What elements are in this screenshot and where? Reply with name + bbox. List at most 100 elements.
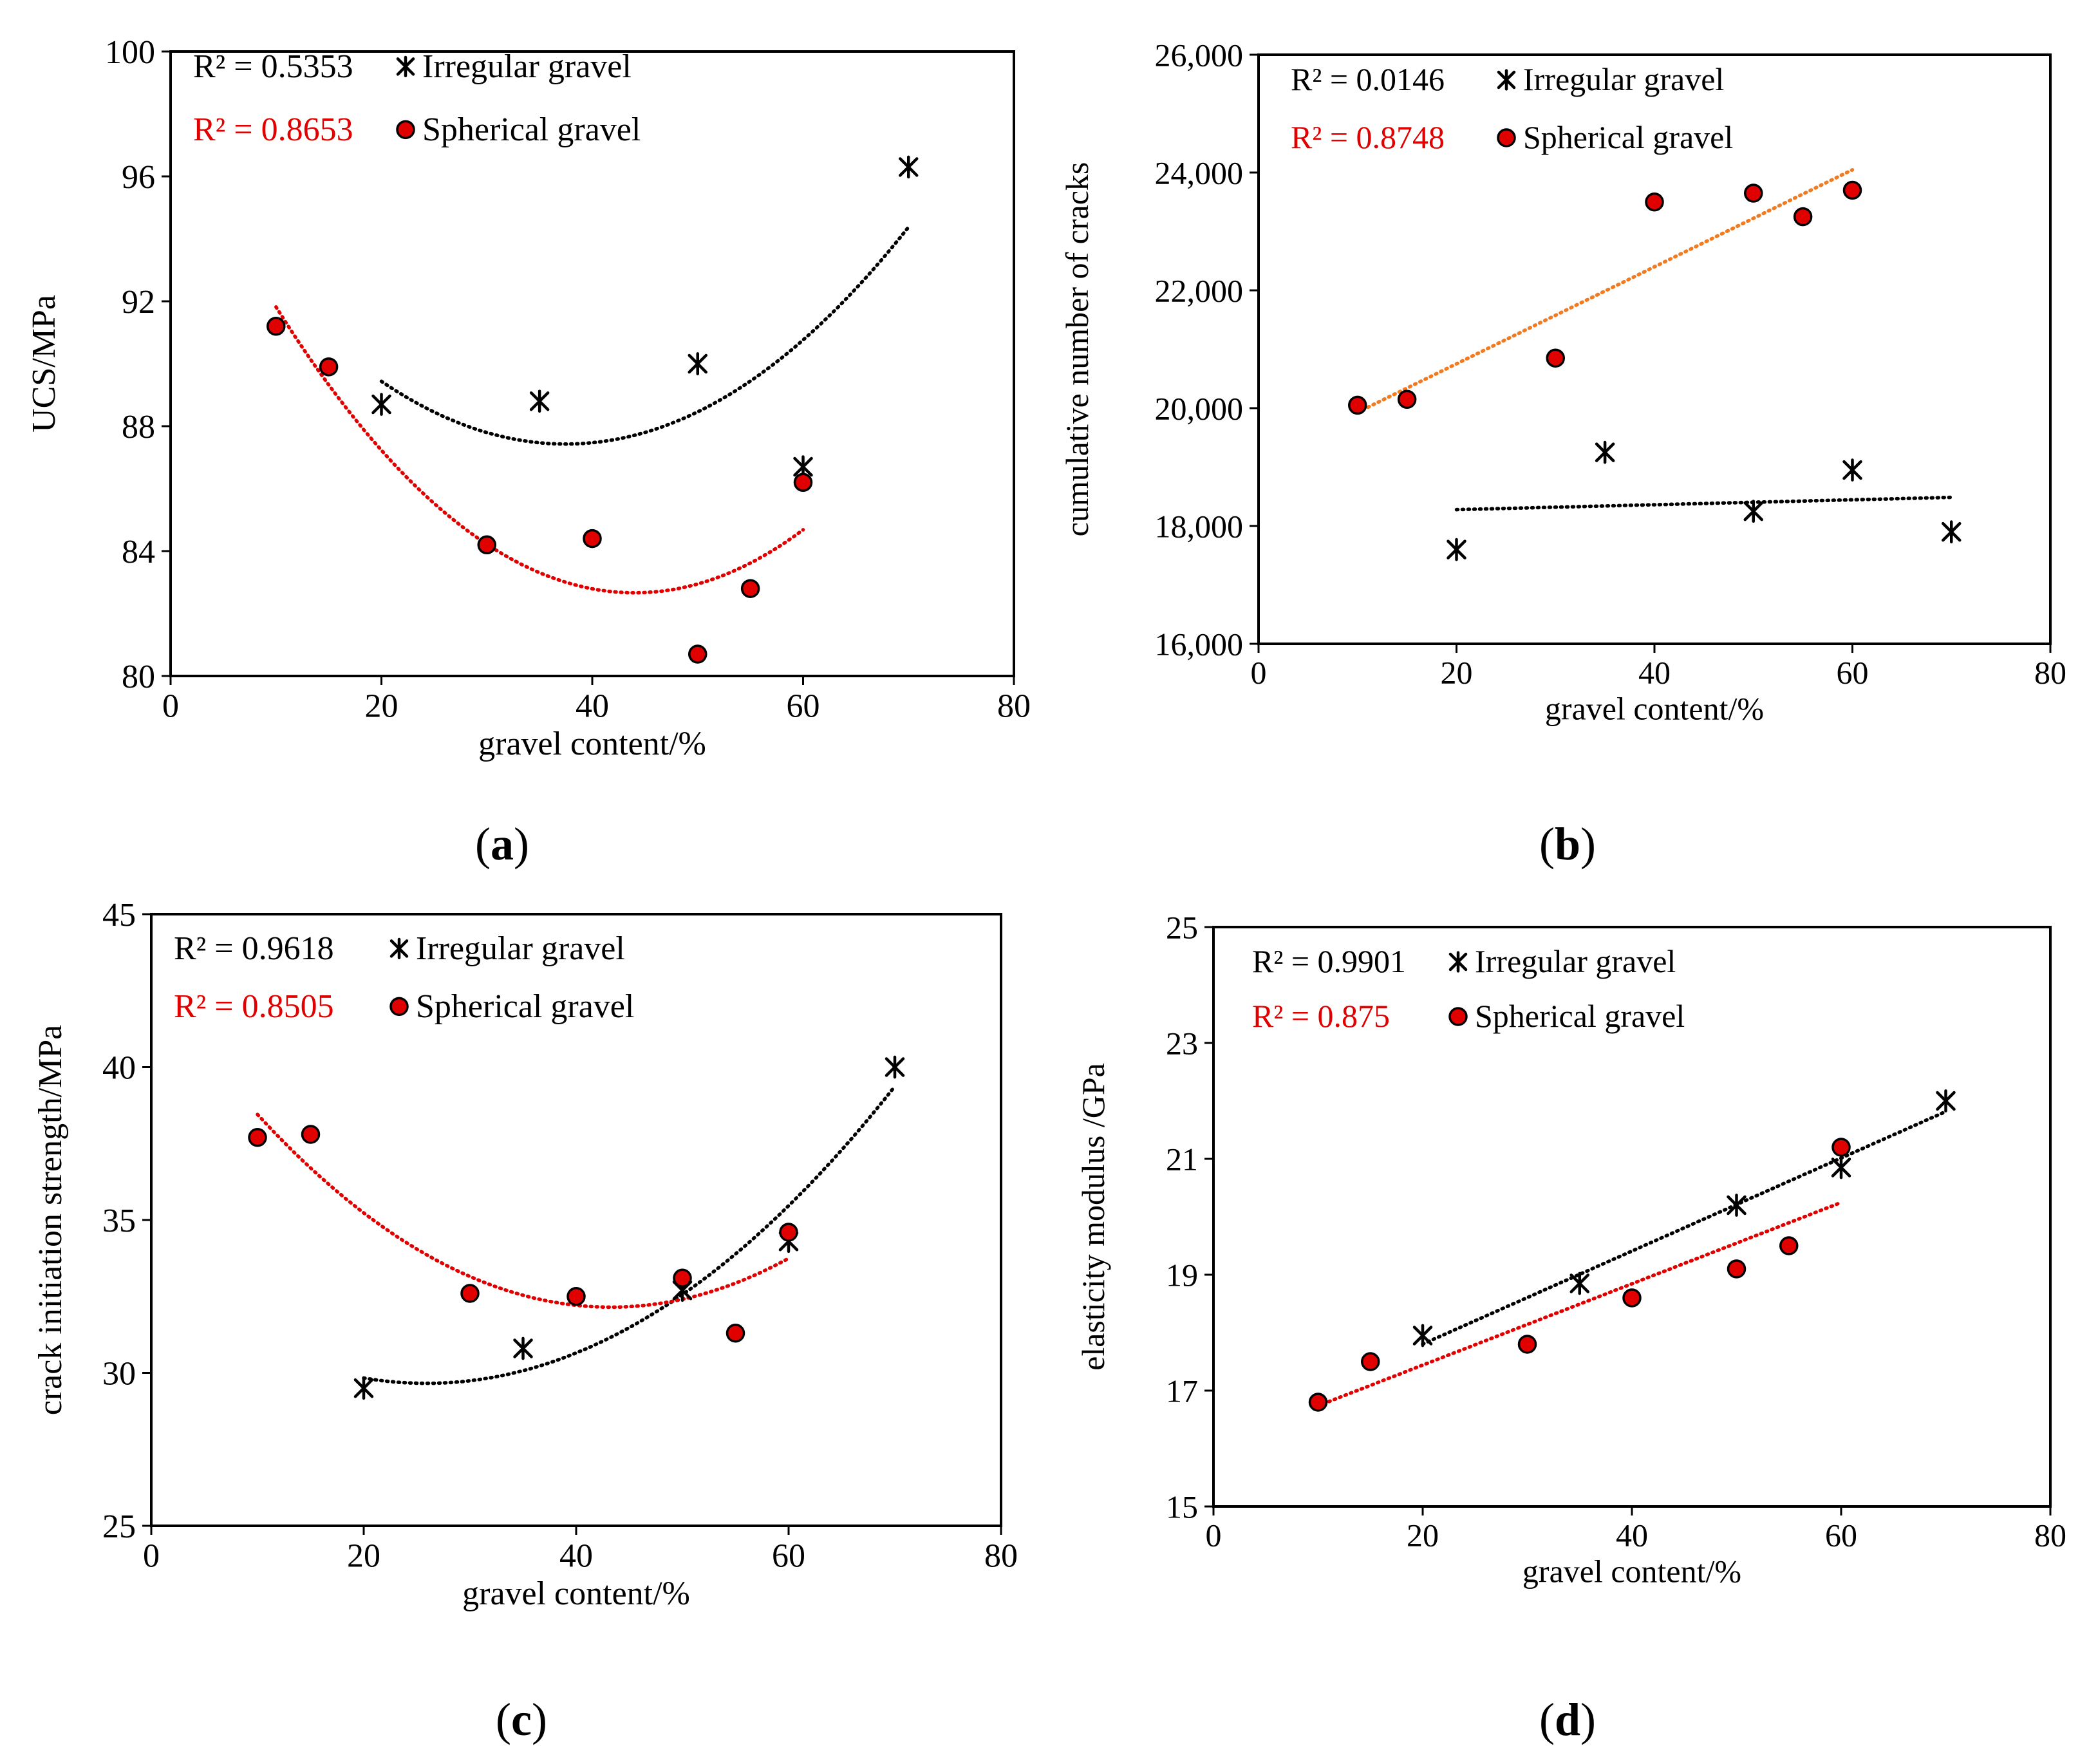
x-tick-label: 0 <box>1206 1517 1222 1553</box>
legend-irregular-marker <box>1448 951 1468 973</box>
spherical-gravel-point <box>301 1125 321 1144</box>
spherical-gravel-point <box>793 473 813 493</box>
spherical-gravel-point <box>1348 395 1367 415</box>
y-axis-label: cumulative number of cracks <box>1059 162 1095 537</box>
legend-irregular-marker <box>396 55 415 78</box>
y-tick-label: 15 <box>1166 1489 1198 1525</box>
y-tick-label: 45 <box>102 897 136 934</box>
irregular-r2-label: R² = 0.9901 <box>1252 943 1406 979</box>
irregular-gravel-point <box>1569 1271 1589 1295</box>
spherical-gravel-point <box>740 579 760 598</box>
y-tick-label: 25 <box>102 1508 136 1545</box>
y-tick-label: 84 <box>122 534 155 570</box>
legend-irregular-label: Irregular gravel <box>416 930 625 967</box>
x-tick-label: 60 <box>787 688 820 724</box>
spherical-trendline <box>274 305 805 595</box>
spherical-gravel-point <box>1779 1236 1799 1255</box>
x-tick-label: 20 <box>365 688 398 724</box>
x-axis-label: gravel content/% <box>478 726 706 762</box>
spherical-r2-label: R² = 0.8505 <box>174 988 334 1025</box>
x-tick-label: 80 <box>984 1537 1018 1574</box>
y-tick-label: 18,000 <box>1155 509 1244 545</box>
spherical-r2-label: R² = 0.8748 <box>1291 119 1445 155</box>
x-tick-label: 40 <box>576 688 609 724</box>
legend-spherical-label: Spherical gravel <box>416 988 634 1025</box>
y-tick-label: 19 <box>1166 1257 1198 1293</box>
x-tick-label: 20 <box>1407 1517 1439 1553</box>
y-tick-label: 80 <box>122 659 155 695</box>
spherical-gravel-point <box>583 529 602 549</box>
legend-irregular-label: Irregular gravel <box>422 48 632 85</box>
panel-label-b-letter: b <box>1555 818 1580 870</box>
spherical-gravel-point <box>779 1223 798 1242</box>
spherical-gravel-point <box>267 317 286 336</box>
x-tick-label: 40 <box>559 1537 593 1574</box>
y-tick-label: 21 <box>1166 1141 1198 1178</box>
legend-spherical-label: Spherical gravel <box>1475 998 1685 1034</box>
spherical-gravel-point <box>1361 1352 1380 1371</box>
x-tick-label: 0 <box>1251 655 1267 691</box>
x-tick-label: 0 <box>162 688 179 724</box>
panel-label-c-open: ( <box>496 1694 511 1745</box>
y-tick-label: 26,000 <box>1155 37 1244 73</box>
x-tick-label: 60 <box>1837 655 1869 691</box>
spherical-gravel-point <box>1546 348 1565 368</box>
irregular-gravel-point <box>1831 1156 1851 1179</box>
y-tick-label: 88 <box>122 409 155 446</box>
panel-label-d: (d) <box>1539 1694 1596 1745</box>
legend-spherical-marker <box>1497 128 1516 147</box>
irregular-gravel-point <box>1595 440 1615 464</box>
x-axis-label: gravel content/% <box>1545 691 1764 727</box>
x-tick-label: 20 <box>1441 655 1473 691</box>
panel-label-a-letter: a <box>491 818 514 870</box>
spherical-trendline <box>256 1112 791 1309</box>
panel-label-d-close: ) <box>1580 1694 1596 1745</box>
panel-label-a: (a) <box>475 818 529 870</box>
y-tick-label: 35 <box>102 1203 136 1239</box>
x-axis-label: gravel content/% <box>1522 1553 1741 1590</box>
y-tick-label: 25 <box>1166 910 1198 946</box>
irregular-gravel-point <box>353 1376 374 1400</box>
spherical-gravel-point <box>319 357 339 377</box>
chart-c: 0 20 40 60 80 25 30 35 40 45 gravel content/% crack… <box>32 897 1018 1612</box>
panel-label-d-letter: d <box>1555 1694 1580 1745</box>
irregular-trendline <box>1454 495 1954 512</box>
spherical-gravel-point <box>1727 1259 1747 1279</box>
spherical-gravel-point <box>673 1268 692 1288</box>
irregular-gravel-point <box>513 1337 533 1360</box>
legend-irregular-marker <box>389 937 409 960</box>
panel-label-b: (b) <box>1539 818 1596 870</box>
y-tick-label: 24,000 <box>1155 155 1244 191</box>
irregular-gravel-point <box>899 155 919 179</box>
spherical-gravel-point <box>567 1287 586 1306</box>
irregular-gravel-point <box>885 1055 905 1079</box>
chart-d: 0 20 40 60 80 15 17 19 21 23 25 gravel content/% ela… <box>1075 910 2066 1590</box>
spherical-gravel-point <box>726 1324 745 1343</box>
chart-a: 0 20 40 60 80 80 84 88 92 96 100 gravel content/% UC… <box>26 34 1031 762</box>
legend-spherical-marker <box>1448 1007 1468 1026</box>
y-tick-label: 23 <box>1166 1026 1198 1062</box>
irregular-gravel-point <box>1447 538 1466 561</box>
irregular-r2-label: R² = 0.0146 <box>1291 61 1445 97</box>
irregular-gravel-point <box>1743 500 1763 523</box>
y-axis-label: UCS/MPa <box>26 295 62 433</box>
x-tick-label: 60 <box>1825 1517 1857 1553</box>
irregular-gravel-point <box>1842 458 1862 482</box>
x-tick-label: 80 <box>997 688 1031 724</box>
irregular-trendline <box>379 225 911 446</box>
spherical-r2-label: R² = 0.875 <box>1252 998 1390 1034</box>
legend-spherical-label: Spherical gravel <box>422 111 641 148</box>
x-tick-label: 80 <box>2034 1517 2066 1553</box>
spherical-trendline <box>1316 1201 1843 1408</box>
x-tick-label: 0 <box>143 1537 160 1574</box>
panel-label-a-close: ) <box>514 818 529 870</box>
legend-irregular-label: Irregular gravel <box>1523 61 1724 97</box>
spherical-gravel-point <box>1793 207 1813 227</box>
irregular-gravel-point <box>1412 1324 1433 1347</box>
spherical-gravel-point <box>688 644 707 664</box>
legend-irregular-marker <box>1497 69 1516 91</box>
y-tick-label: 30 <box>102 1356 136 1393</box>
x-tick-label: 80 <box>2034 655 2066 691</box>
y-axis-label: crack initiation strength/MPa <box>32 1025 69 1416</box>
